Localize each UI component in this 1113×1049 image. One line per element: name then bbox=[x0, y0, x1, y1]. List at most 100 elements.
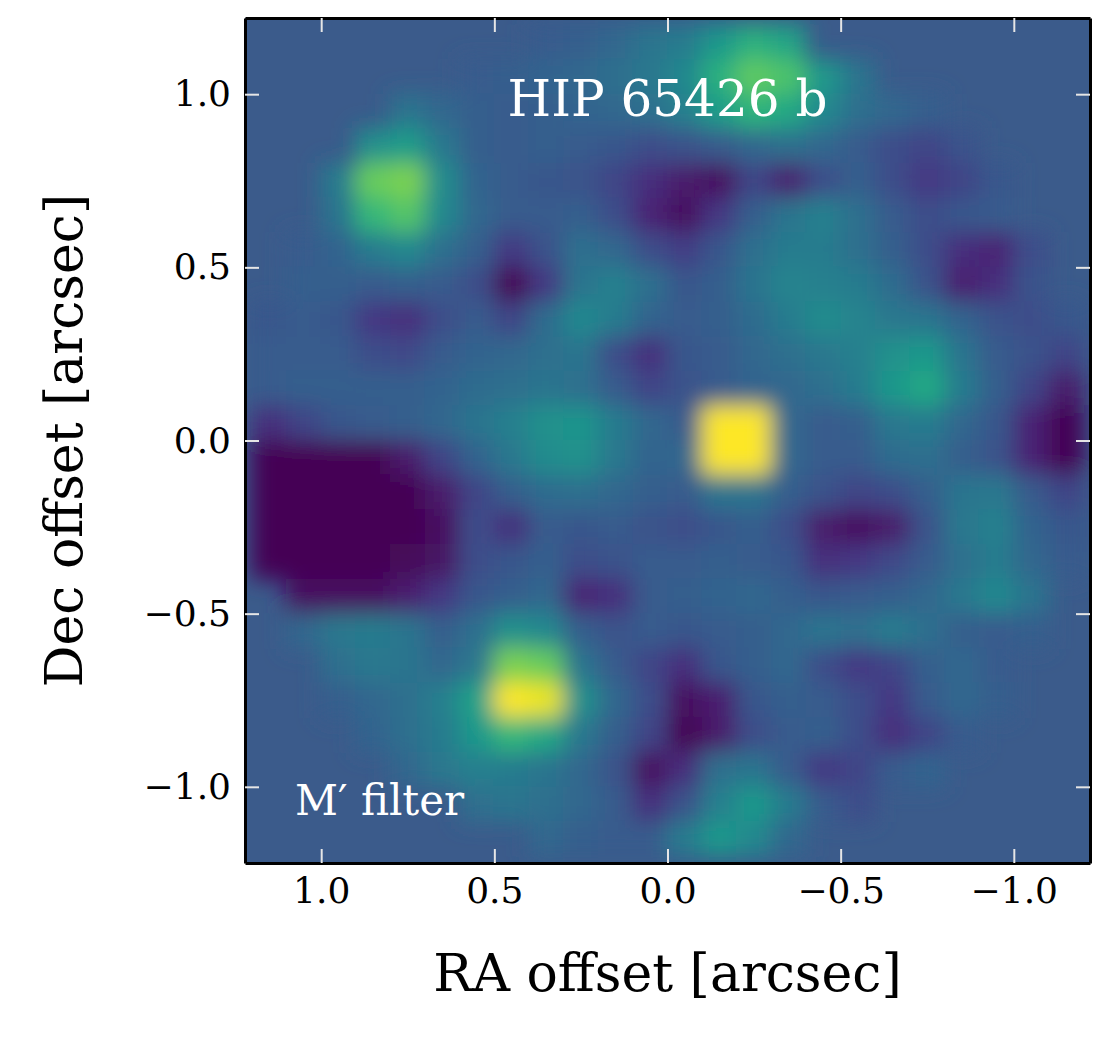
heatmap-cell bbox=[909, 648, 945, 684]
heatmap-cell bbox=[736, 752, 772, 788]
tick-mark bbox=[1076, 94, 1090, 96]
heatmap-cell bbox=[425, 336, 461, 372]
heatmap-cell bbox=[667, 682, 703, 718]
heatmap-cell bbox=[909, 232, 945, 268]
heatmap-cell bbox=[909, 509, 945, 545]
heatmap-cell bbox=[979, 475, 1015, 511]
heatmap-cell bbox=[528, 544, 564, 580]
heatmap-cell bbox=[944, 544, 980, 580]
heatmap-cell bbox=[771, 336, 807, 372]
heatmap-cell bbox=[806, 232, 842, 268]
heatmap-cell bbox=[459, 128, 495, 164]
heatmap-cell bbox=[771, 128, 807, 164]
tick-mark bbox=[840, 849, 842, 863]
heatmap-cell bbox=[494, 405, 530, 441]
heatmap-cell bbox=[494, 509, 530, 545]
heatmap-cell bbox=[771, 717, 807, 753]
heatmap-cell bbox=[390, 509, 426, 545]
tick: 0.0 bbox=[639, 849, 696, 911]
heatmap-cell bbox=[771, 163, 807, 199]
heatmap-cell bbox=[875, 682, 911, 718]
heatmap-cell bbox=[840, 59, 876, 95]
heatmap-cell bbox=[667, 821, 703, 857]
heatmap-cell bbox=[909, 198, 945, 234]
heatmap-cell bbox=[494, 163, 530, 199]
heatmap-cell bbox=[321, 301, 357, 337]
heatmap-cell bbox=[425, 648, 461, 684]
heatmap-cell bbox=[806, 301, 842, 337]
heatmap-cell bbox=[771, 752, 807, 788]
heatmap-cell bbox=[494, 232, 530, 268]
heatmap-cell bbox=[528, 509, 564, 545]
heatmap-cell bbox=[355, 267, 391, 303]
tick: −0.5 bbox=[797, 849, 884, 911]
heatmap-cell bbox=[563, 752, 599, 788]
tick-mark bbox=[1013, 18, 1015, 32]
heatmap-cell bbox=[875, 648, 911, 684]
heatmap-cell bbox=[563, 163, 599, 199]
tick-mark bbox=[840, 18, 842, 32]
heatmap-cell bbox=[632, 544, 668, 580]
heatmap-cell bbox=[459, 59, 495, 95]
heatmap-cell bbox=[321, 475, 357, 511]
heatmap-cell bbox=[736, 475, 772, 511]
heatmap-cell bbox=[736, 821, 772, 857]
heatmap-cell bbox=[771, 198, 807, 234]
heatmap-cell bbox=[667, 371, 703, 407]
heatmap-cell bbox=[667, 786, 703, 822]
heatmap-cell bbox=[459, 94, 495, 130]
heatmap-cell bbox=[944, 198, 980, 234]
heatmap-cell bbox=[840, 440, 876, 476]
heatmap-cell bbox=[598, 682, 634, 718]
heatmap-cell bbox=[251, 440, 287, 476]
heatmap-cell bbox=[494, 613, 530, 649]
heatmap-cell bbox=[251, 544, 287, 580]
tick bbox=[1076, 94, 1090, 95]
heatmap-cell bbox=[909, 163, 945, 199]
heatmap-cell bbox=[840, 198, 876, 234]
heatmap-cell bbox=[909, 301, 945, 337]
heatmap-cell bbox=[1013, 336, 1049, 372]
heatmap-cell bbox=[944, 613, 980, 649]
heatmap-cell bbox=[979, 648, 1015, 684]
heatmap-cell bbox=[667, 163, 703, 199]
heatmap-cell bbox=[459, 198, 495, 234]
heatmap-cell bbox=[667, 198, 703, 234]
heatmap-cell bbox=[806, 163, 842, 199]
heatmap-cell bbox=[1013, 371, 1049, 407]
heatmap-cell bbox=[667, 475, 703, 511]
heatmap-cell bbox=[979, 163, 1015, 199]
heatmap-cell bbox=[528, 267, 564, 303]
heatmap-cell bbox=[563, 24, 599, 60]
heatmap-cell bbox=[459, 717, 495, 753]
heatmap-cell bbox=[736, 336, 772, 372]
heatmap-cell bbox=[321, 232, 357, 268]
heatmap-cell bbox=[632, 405, 668, 441]
heatmap-cell bbox=[840, 232, 876, 268]
heatmap-cell bbox=[528, 198, 564, 234]
heatmap-cell bbox=[771, 613, 807, 649]
heatmap-cell bbox=[459, 544, 495, 580]
heatmap-cell bbox=[286, 475, 322, 511]
heatmap-cell bbox=[736, 509, 772, 545]
heatmap-cell bbox=[459, 371, 495, 407]
heatmap-cell bbox=[632, 579, 668, 615]
heatmap-cell bbox=[840, 717, 876, 753]
heatmap-cell bbox=[736, 24, 772, 60]
heatmap-cell bbox=[563, 371, 599, 407]
heatmap-cell bbox=[1013, 579, 1049, 615]
tick-mark bbox=[667, 18, 669, 32]
heatmap-cell bbox=[702, 336, 738, 372]
heatmap-cell bbox=[840, 267, 876, 303]
tick bbox=[1014, 18, 1015, 32]
heatmap-cell bbox=[563, 128, 599, 164]
heatmap-cell bbox=[494, 717, 530, 753]
heatmap-cell bbox=[425, 198, 461, 234]
heatmap-cell bbox=[806, 475, 842, 511]
tick-label: 0.0 bbox=[174, 420, 231, 461]
heatmap-cell bbox=[355, 717, 391, 753]
heatmap-cell bbox=[563, 440, 599, 476]
heatmap-cell bbox=[563, 509, 599, 545]
heatmap-cell bbox=[598, 24, 634, 60]
heatmap-cell bbox=[840, 648, 876, 684]
